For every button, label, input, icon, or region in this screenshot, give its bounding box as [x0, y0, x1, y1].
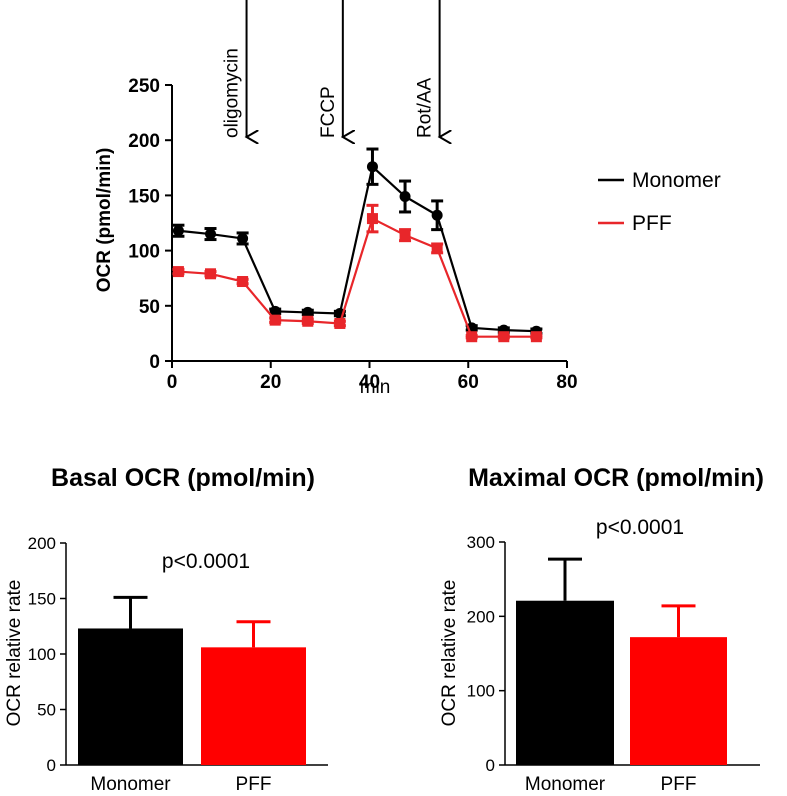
data-point: [302, 315, 314, 327]
y-tick-label: 150: [128, 186, 160, 207]
y-tick-label: 100: [128, 242, 160, 263]
series-monomer: [172, 147, 543, 337]
y-tick-label: 100: [467, 682, 495, 701]
x-category-label: Monomer: [90, 774, 171, 795]
legend-label-monomer: Monomer: [632, 169, 721, 192]
data-point: [399, 229, 411, 241]
injection-label: FCCP: [318, 86, 339, 138]
data-point: [431, 242, 443, 254]
series-line: [178, 164, 537, 333]
series-group: [172, 147, 543, 343]
data-point: [237, 276, 249, 288]
y-tick-label: 250: [128, 76, 160, 97]
x-tick-label: 20: [260, 372, 281, 393]
maximal-ocr-chart: Maximal OCR (pmol/min) OCR relative rate…: [439, 464, 764, 795]
y-tick-label: 0: [47, 756, 56, 775]
y-axis-title: OCR relative rate: [4, 580, 25, 727]
x-tick-label: 40: [359, 372, 380, 393]
y-tick-label: 200: [467, 607, 495, 626]
data-point: [237, 232, 249, 244]
data-point: [205, 228, 217, 240]
data-point: [399, 191, 411, 203]
y-tick-label: 50: [139, 297, 160, 318]
y-tick-label: 0: [486, 756, 495, 775]
y-tick-label: 0: [149, 352, 160, 373]
series-pff: [172, 203, 543, 343]
data-point: [269, 305, 281, 317]
y-axis-title: OCR (pmol/min): [94, 148, 115, 293]
y-tick-label: 300: [467, 533, 495, 552]
bar-pff: [201, 647, 306, 765]
x-category-label: PFF: [661, 774, 697, 795]
ocr-time-course-chart: OCR (pmol/min) min 0 50 100 150 200 250 0 20 40 6…: [94, 0, 721, 398]
data-point: [334, 317, 346, 329]
axes: 0 50 100 150 200 250 0 20 40 60 80: [128, 76, 577, 393]
injection-annotations: oligomycin FCCP Rot/AA: [222, 0, 440, 138]
data-point: [498, 331, 510, 343]
y-tick-label: 100: [28, 645, 56, 664]
y-tick-label: 200: [128, 131, 160, 152]
x-axis-title: min: [360, 377, 391, 398]
data-point: [466, 331, 478, 343]
y-tick-label: 150: [28, 590, 56, 609]
injection-label: Rot/AA: [415, 77, 436, 138]
bar-pff: [630, 637, 727, 765]
legend: Monomer PFF: [598, 169, 721, 235]
x-tick-label: 60: [458, 372, 479, 393]
data-point: [269, 314, 281, 326]
chart-title: Maximal OCR (pmol/min): [468, 464, 764, 492]
p-value-annotation: p<0.0001: [162, 550, 250, 573]
data-point: [366, 213, 378, 225]
y-tick-label: 50: [37, 701, 56, 720]
bar-plot: 0 100 200 300 Monomer PFF: [467, 533, 760, 795]
data-point: [431, 209, 443, 221]
data-point: [366, 161, 378, 173]
bar-plot: 0 50 100 150 200 Monomer PFF: [28, 534, 328, 795]
x-category-label: PFF: [236, 774, 272, 795]
injection-label: oligomycin: [222, 48, 243, 138]
basal-ocr-chart: Basal OCR (pmol/min) OCR relative rate p…: [4, 464, 328, 795]
p-value-annotation: p<0.0001: [596, 516, 684, 539]
legend-label-pff: PFF: [632, 212, 672, 235]
bar-monomer: [516, 600, 614, 765]
x-tick-label: 80: [556, 372, 577, 393]
data-point: [302, 306, 314, 318]
data-point: [172, 225, 184, 237]
chart-title: Basal OCR (pmol/min): [51, 464, 315, 492]
y-axis-title: OCR relative rate: [439, 580, 460, 727]
bar-monomer: [78, 628, 183, 765]
data-point: [172, 266, 184, 278]
x-tick-label: 0: [167, 372, 178, 393]
data-point: [205, 268, 217, 280]
y-tick-label: 200: [28, 534, 56, 553]
data-point: [530, 331, 542, 343]
x-category-label: Monomer: [525, 774, 606, 795]
